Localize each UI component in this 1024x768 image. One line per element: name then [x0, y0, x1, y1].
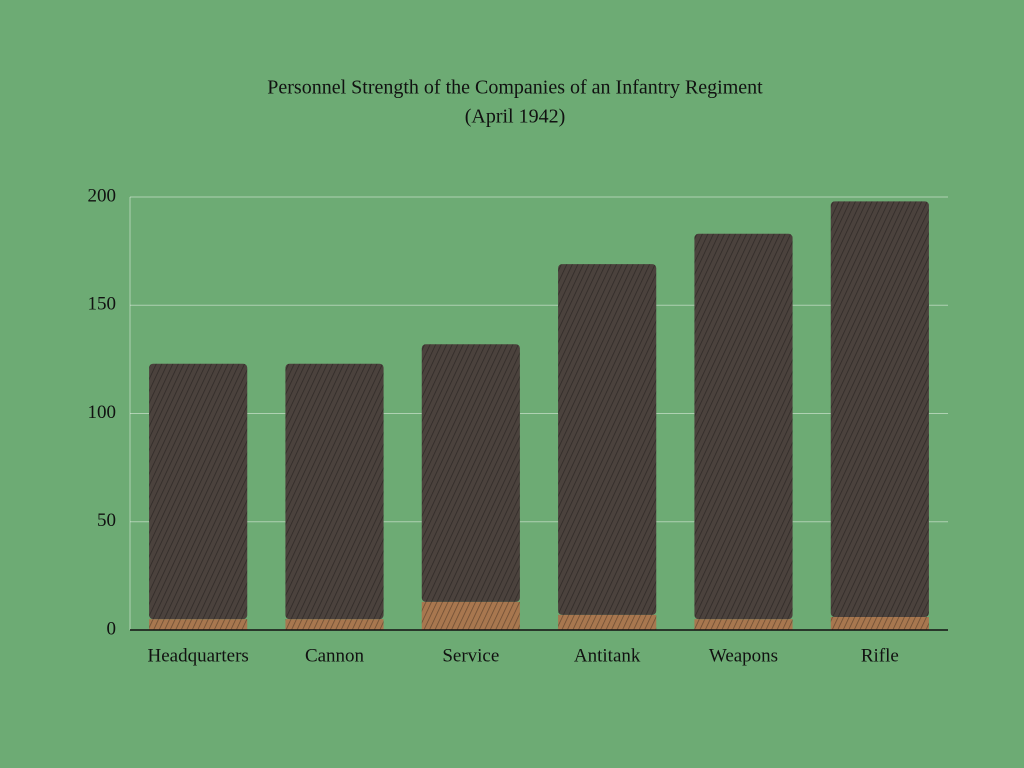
bar-segment	[694, 619, 793, 630]
bar-segment	[558, 264, 657, 615]
bar-segment	[830, 201, 929, 618]
y-tick-label: 200	[88, 185, 117, 206]
chart-subtitle: (April 1942)	[465, 106, 566, 128]
bar-segment	[694, 233, 793, 620]
bar-segment	[421, 344, 520, 602]
bar-segment	[421, 601, 520, 630]
y-tick-label: 0	[107, 618, 117, 639]
x-tick-label: Cannon	[305, 645, 365, 666]
chart-title: Personnel Strength of the Companies of a…	[267, 77, 763, 99]
bar-segment	[285, 619, 384, 630]
x-tick-label: Service	[442, 645, 499, 666]
x-tick-label: Antitank	[574, 645, 641, 666]
x-tick-label: Headquarters	[148, 645, 249, 666]
x-tick-label: Weapons	[709, 645, 778, 666]
bar-segment	[149, 363, 248, 620]
bar-segment	[285, 363, 384, 620]
y-tick-label: 150	[88, 294, 117, 315]
bar-segment	[558, 614, 657, 630]
bar-segment	[149, 619, 248, 630]
y-tick-label: 100	[88, 402, 117, 423]
y-tick-label: 50	[97, 510, 116, 531]
bar-segment	[830, 617, 929, 630]
x-tick-label: Rifle	[861, 645, 899, 666]
